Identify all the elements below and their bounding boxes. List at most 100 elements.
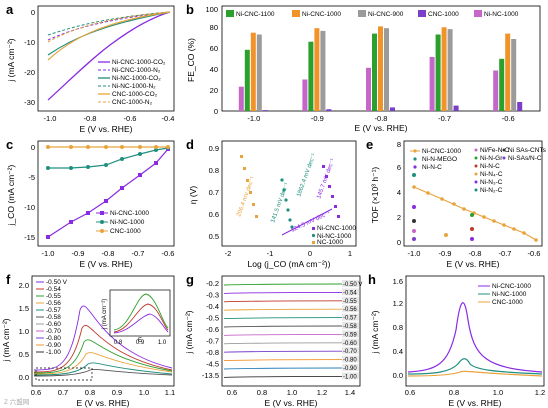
g-right-label: -0.80 [343,358,357,364]
e-ytick: 2 [397,213,401,222]
g-label-bg [342,313,359,321]
bar-ni-cnc-900 [320,30,326,111]
d-series-cnc [240,155,258,218]
d-ytick: 0.8 [209,166,219,175]
a-xtick: -0.6 [124,114,137,123]
svg-text:Ni-CNC-1100: Ni-CNC-1100 [236,11,275,18]
f-xtick: 0.9 [112,388,122,397]
bar-ni-nc-1000 [429,57,435,111]
g-line [223,308,343,311]
svg-text:Ni-CNC-1000: Ni-CNC-1000 [492,283,531,290]
a-xlabel: E (V vs. RHE) [80,124,133,134]
bar-ni-cnc-1000 [441,27,447,111]
a-ytick: -10 [24,38,35,47]
e-xtick: -1.0 [408,249,421,258]
svg-text:Ni-CNC-1000: Ni-CNC-1000 [422,148,461,155]
d-xtick: 1 [348,249,352,258]
svg-text:Ni-N-MEGO: Ni-N-MEGO [422,156,457,163]
g-ytick: -13.5 [202,371,219,380]
bar-ni-cnc-1100 [435,34,441,111]
a-xtick: -0.8 [84,114,97,123]
c-ytick: -10 [24,203,35,212]
g-line [223,283,343,286]
g-right-label: -0.58 [343,324,357,330]
panel-d-label: d [186,137,194,152]
g-xtick: 1.0 [287,388,297,397]
c-xtick: -0.9 [72,249,85,258]
b-xlabel: E (V vs. RHE) [355,123,408,133]
g-right-label: -0.57 [343,316,357,322]
svg-text:NC-1000: NC-1000 [317,239,343,246]
svg-text:1.0: 1.0 [158,340,167,346]
bar-cnc-1000 [326,109,332,111]
a-ytick: 0 [31,8,35,17]
panel-h: h Ni-CNC-1000 Ni-NC-1000 CNC-1000 0.6 0.… [368,272,545,408]
g-right-label: -0.56 [343,307,357,313]
g-ytick: -0.5 [206,314,219,323]
panel-e: e Ni-CNC-1000 Ni-N-MEGO Ni-N-C Ni/Fe-N-C… [366,137,547,269]
d-ylabel: η (V) [188,186,198,205]
c-points-ni-cnc [46,147,170,239]
g-yticks: -0.2 -0.3 -0.4 -0.5 -0.6 -0.7 -0.8 -4.5 -13.5 [202,279,219,380]
panel-c-label: c [6,137,13,152]
b-xticks: -1.0 -0.9 -0.8 -0.7 -0.6 [247,114,514,123]
g-right-label: -0.55 [343,299,357,305]
f-xtick: 1.1 [165,388,175,397]
g-ytick: -0.7 [206,337,219,346]
h-ytick: 0.4 [393,347,403,356]
g-label-bg [342,305,359,313]
g-label-bg [342,347,359,355]
d-series-ni-nc [280,178,294,229]
bar-ni-cnc-1100 [244,49,250,111]
g-ylabel: j (mA cm⁻²) [184,310,194,354]
f-xtick: 1.0 [139,388,149,397]
e-ytick: 8 [397,140,401,149]
svg-text:CNC-1000-CO₂: CNC-1000-CO₂ [112,91,158,98]
h-legend: Ni-CNC-1000 Ni-NC-1000 CNC-1000 [478,283,531,306]
g-right-label: -1.00 [343,374,357,380]
g-line [223,317,343,320]
d-ytick: 0.9 [209,144,219,153]
bar-cnc-1000 [262,110,268,111]
svg-text:1862.4 mV dec⁻¹: 1862.4 mV dec⁻¹ [296,153,317,198]
h-ytick: 0.8 [393,323,403,332]
g-xtick: 1.2 [317,388,327,397]
svg-text:Ni-NC-1000: Ni-NC-1000 [484,11,519,18]
svg-text:Ni/Fe-N-C: Ni/Fe-N-C [480,147,510,154]
svg-text:Ni-N₃-C: Ni-N₃-C [480,179,503,186]
bar-ni-nc-1000 [238,86,244,111]
svg-text:0.9: 0.9 [136,340,145,346]
a-xtick: -0.4 [162,114,175,123]
g-label-bg [342,338,359,346]
svg-text:Ni-CNC-1000: Ni-CNC-1000 [302,11,341,18]
g-ytick: -0.4 [206,302,219,311]
g-line [223,342,343,345]
svg-text:-0.50 V: -0.50 V [46,279,68,286]
svg-text:-1.00: -1.00 [46,349,61,356]
g-right-label: -0.60 [343,341,357,347]
e-legend-left: Ni-CNC-1000 Ni-N-MEGO Ni-N-C [410,148,461,171]
h-xtick: 1.2 [535,388,545,397]
svg-text:Ni-CNC-1000-CO₂: Ni-CNC-1000-CO₂ [112,59,166,66]
e-xtick: -0.6 [528,249,541,258]
e-ytick: 6 [397,163,401,172]
bar-ni-cnc-1000 [378,26,383,111]
bar-cnc-1000 [390,107,395,111]
e-xtick: -0.7 [499,249,512,258]
b-ytick: 80 [210,23,218,32]
curve-cnc-co2 [47,11,171,61]
bar-ni-nc-1000 [366,67,371,111]
panel-g-label: g [186,272,194,287]
e-xtick: -0.8 [469,249,482,258]
h-ylabel: j (mA cm⁻²) [370,310,380,354]
bar-ni-cnc-900 [447,29,453,112]
h-xtick: 0.6 [405,388,415,397]
f-zoom-box [35,367,93,381]
h-curve-ni-nc [407,358,543,375]
svg-text:Ni-N₂-C: Ni-N₂-C [480,187,503,194]
b-xtick: -0.8 [375,114,388,123]
panel-c-frame [37,140,175,247]
g-label-bg [342,330,359,338]
svg-text:141.5 mV dec⁻¹: 141.5 mV dec⁻¹ [270,182,290,224]
f-xtick: 0.7 [58,388,68,397]
